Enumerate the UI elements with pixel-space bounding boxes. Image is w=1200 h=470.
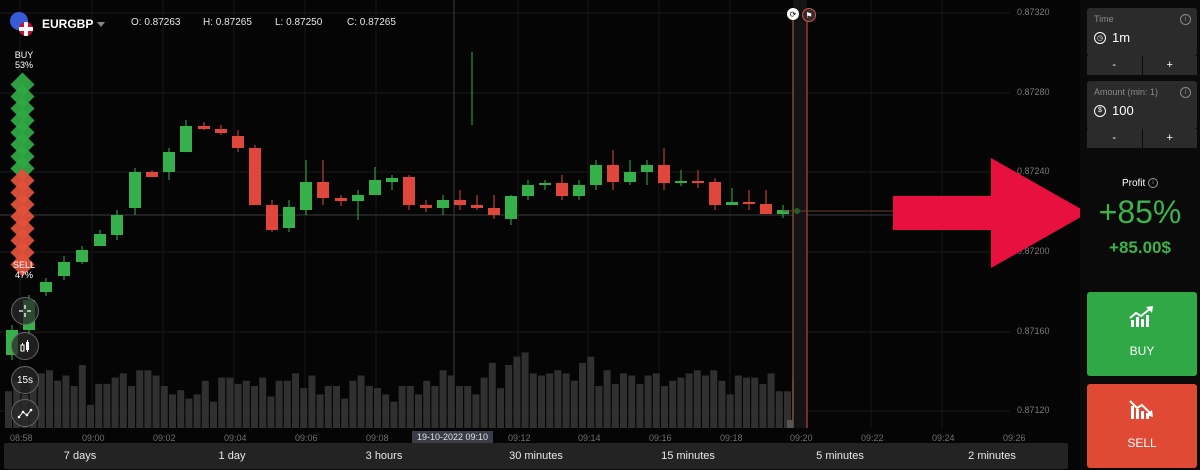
sell-button[interactable]: SELL bbox=[1087, 384, 1197, 468]
time-value-text: 1m bbox=[1112, 30, 1131, 45]
sell-sentiment: SELL 47% bbox=[6, 260, 42, 280]
time-axis-label: 09:26 bbox=[1003, 433, 1026, 443]
period-5-minutes[interactable]: 5 minutes bbox=[816, 450, 864, 462]
time-axis-label: 09:04 bbox=[224, 433, 247, 443]
time-plus-button[interactable]: + bbox=[1142, 56, 1197, 75]
timeframe-button[interactable]: 15s bbox=[11, 366, 39, 394]
symbol-name: EURGBP bbox=[42, 17, 94, 31]
symbol-selector[interactable]: EURGBP bbox=[10, 10, 106, 38]
period-selector: 7 days 1 day 3 hours 30 minutes 15 minut… bbox=[4, 443, 1068, 469]
time-axis-label: 09:06 bbox=[295, 433, 318, 443]
period-1-day[interactable]: 1 day bbox=[218, 450, 246, 462]
period-3-hours[interactable]: 3 hours bbox=[365, 450, 403, 462]
period-2-minutes[interactable]: 2 minutes bbox=[968, 450, 1016, 462]
time-title: Time bbox=[1094, 14, 1114, 24]
amount-value[interactable]: $ 100 bbox=[1094, 103, 1134, 118]
info-icon[interactable]: i bbox=[1148, 178, 1159, 189]
period-15-minutes[interactable]: 15 minutes bbox=[661, 450, 715, 462]
time-axis-label: 08:58 bbox=[10, 433, 33, 443]
time-stepper: - + bbox=[1087, 56, 1197, 75]
amount-minus-button[interactable]: - bbox=[1087, 129, 1142, 148]
buy-sentiment-value: 53% bbox=[14, 60, 33, 70]
time-axis-label: 09:02 bbox=[153, 433, 176, 443]
ohlc-low: L: 0.87250 bbox=[275, 17, 323, 28]
amount-title: Amount (min: 1) bbox=[1094, 87, 1159, 97]
time-axis-label: 09:20 bbox=[790, 433, 813, 443]
price-axis-label: 0.87160 bbox=[1017, 326, 1050, 336]
time-axis-label: 09:14 bbox=[578, 433, 601, 443]
info-icon[interactable]: i bbox=[1180, 14, 1191, 25]
time-value[interactable]: ◷ 1m bbox=[1094, 30, 1130, 45]
clock-icon: ◷ bbox=[1094, 31, 1106, 44]
amount-card[interactable]: Amount (min: 1) i $ 100 bbox=[1087, 81, 1197, 129]
time-axis-label: 09:16 bbox=[649, 433, 672, 443]
sentiment-gauge bbox=[8, 72, 36, 277]
sell-sentiment-label: SELL bbox=[12, 260, 36, 270]
price-axis-label: 0.87240 bbox=[1017, 166, 1050, 176]
time-minus-button[interactable]: - bbox=[1087, 56, 1142, 75]
crosshair-button[interactable] bbox=[11, 297, 39, 325]
chart-area[interactable]: EURGBP O: 0.87263 H: 0.87265 L: 0.87250 … bbox=[0, 0, 1088, 470]
info-icon[interactable]: i bbox=[1180, 87, 1191, 98]
crosshair-icon bbox=[19, 305, 31, 317]
arrow-annotation bbox=[893, 158, 1088, 268]
profit-percent: +85% bbox=[1098, 194, 1182, 230]
buy-sentiment: BUY 53% bbox=[6, 50, 42, 70]
time-axis-label: 09:12 bbox=[508, 433, 531, 443]
eurgbp-flag-icon bbox=[10, 10, 38, 38]
price-axis-label: 0.87320 bbox=[1017, 7, 1050, 17]
candles-icon bbox=[20, 340, 29, 352]
ohlc-open: O: 0.87263 bbox=[131, 17, 181, 28]
ohlc-high: H: 0.87265 bbox=[203, 17, 252, 28]
buy-sentiment-label: BUY bbox=[14, 50, 34, 60]
chevron-down-icon bbox=[97, 21, 106, 27]
period-7-days[interactable]: 7 days bbox=[63, 450, 97, 462]
chart-up-icon bbox=[1129, 306, 1153, 327]
dollar-icon: $ bbox=[1094, 104, 1106, 117]
price-axis-label: 0.87280 bbox=[1017, 87, 1050, 97]
time-axis-label: 09:18 bbox=[720, 433, 743, 443]
period-30-minutes[interactable]: 30 minutes bbox=[509, 450, 563, 462]
ohlc-close: C: 0.87265 bbox=[347, 17, 396, 28]
chart-type-button[interactable] bbox=[11, 332, 39, 360]
current-time-label: 19-10-2022 09:10 bbox=[412, 431, 494, 443]
indicators-button[interactable] bbox=[11, 399, 39, 427]
price-axis-label: 0.87120 bbox=[1017, 405, 1050, 415]
time-axis-label: 09:24 bbox=[932, 433, 955, 443]
buy-button-label: BUY bbox=[1129, 344, 1155, 358]
candlestick-chart[interactable] bbox=[0, 0, 1080, 470]
profit-amount: +85.00$ bbox=[1109, 238, 1171, 257]
indicators-icon bbox=[17, 408, 33, 419]
amount-plus-button[interactable]: + bbox=[1142, 129, 1197, 148]
time-axis-label: 09:22 bbox=[861, 433, 884, 443]
time-axis-label: 09:08 bbox=[366, 433, 389, 443]
buy-button[interactable]: BUY bbox=[1087, 292, 1197, 376]
sell-button-label: SELL bbox=[1127, 436, 1157, 450]
profit-label-text: Profit bbox=[1121, 178, 1146, 189]
amount-value-text: 100 bbox=[1112, 103, 1134, 118]
chart-down-icon bbox=[1129, 400, 1153, 419]
time-axis-label: 09:00 bbox=[82, 433, 105, 443]
profit-label: Profit i bbox=[1080, 178, 1200, 189]
timer-marker-icon[interactable]: ⟳ bbox=[787, 8, 799, 20]
sell-sentiment-value: 47% bbox=[14, 270, 33, 280]
time-card[interactable]: Time i ◷ 1m bbox=[1087, 8, 1197, 56]
amount-stepper: - + bbox=[1087, 129, 1197, 148]
price-axis-label: 0.87200 bbox=[1017, 246, 1050, 256]
finish-flag-icon[interactable]: ⚑ bbox=[802, 8, 816, 22]
